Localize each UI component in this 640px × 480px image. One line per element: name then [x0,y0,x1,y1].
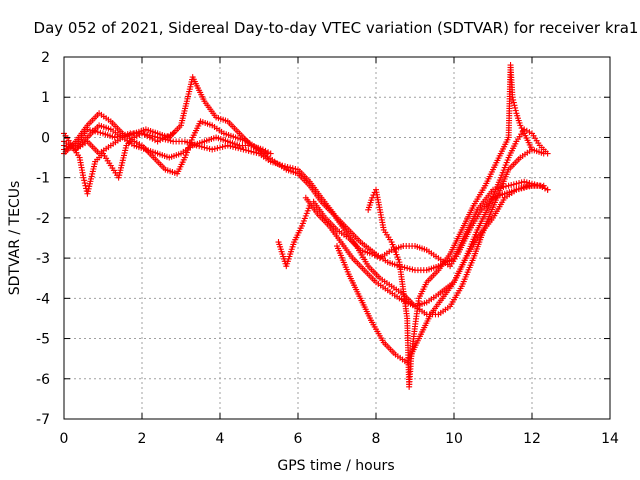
data-point [518,125,525,132]
data-point [369,251,376,258]
data-point [516,180,522,187]
y-axis-label: SDTVAR / TECUs [7,181,23,296]
data-point [509,94,516,101]
data-point [267,150,274,157]
data-point [211,145,218,152]
y-tick-label: -2 [36,211,50,227]
data-point [521,178,528,185]
data-point [209,146,216,153]
data-point [222,143,229,150]
data-point [131,134,138,141]
data-point [248,148,255,155]
data-point [149,135,156,142]
data-point [237,145,244,152]
x-tick-labels: 0 2 4 6 8 10 12 14 [60,431,619,447]
data-point [539,184,546,191]
data-point [133,133,140,140]
data-point [306,202,313,209]
data-point [371,252,378,259]
data-point [235,145,242,152]
data-point [97,129,104,136]
data-point [245,147,252,154]
data-point [529,146,535,153]
data-point [217,144,223,151]
data-point [508,182,515,189]
data-point [81,180,88,187]
data-point [165,133,171,140]
data-point [511,102,518,109]
data-point [510,96,517,103]
data-point [219,143,226,150]
y-tick-label: -3 [36,251,50,267]
data-point [369,194,376,201]
data-point [243,147,249,154]
chart-title: Day 052 of 2021, Sidereal Day-to-day VTE… [34,19,639,37]
data-point [170,130,177,137]
data-point [544,150,551,157]
data-points [61,62,551,390]
x-tick-label: 8 [372,431,381,447]
data-point [517,122,524,129]
x-tick-label: 10 [445,431,463,447]
data-point [518,179,525,186]
data-point [136,131,143,138]
x-tick-label: 12 [523,431,541,447]
axis-ticks [63,56,611,420]
x-tick-label: 2 [138,431,147,447]
data-point [409,266,416,273]
data-point [141,131,148,138]
data-point [206,145,213,152]
data-point [80,174,87,181]
y-tick-label: -7 [36,412,50,428]
data-point [214,145,221,152]
y-tick-label: 0 [41,130,50,146]
data-point [146,134,153,141]
data-point [512,107,519,114]
data-point [536,182,543,189]
y-tick-label: -1 [36,171,50,187]
data-point [404,265,411,272]
plot-frame [63,56,611,420]
data-point [92,128,99,135]
data-point [510,99,517,106]
y-tick-label: -5 [36,332,50,348]
data-point [512,104,519,111]
data-point [250,149,257,156]
data-point [240,146,247,153]
data-point [152,137,158,144]
y-tick-labels: -7 -6 -5 -4 -3 -2 -1 0 1 2 [36,50,50,428]
data-point [167,137,174,144]
data-point [139,130,145,137]
data-point [144,133,151,140]
data-point [284,163,291,170]
data-point [510,181,517,188]
y-tick-label: -6 [36,372,50,388]
data-point [162,134,169,141]
data-point [519,127,526,134]
data-point [513,180,520,187]
data-point [406,265,413,272]
x-axis-label: GPS time / hours [277,458,394,474]
x-tick-label: 4 [216,431,225,447]
data-point [159,135,166,142]
y-tick-label: 1 [41,90,50,106]
y-tick-label: 2 [41,50,50,66]
x-tick-label: 0 [60,431,69,447]
data-point [526,129,533,136]
data-point [82,182,89,189]
data-point [81,177,88,184]
data-point [111,134,118,141]
data-point [544,186,551,193]
data-point [154,138,161,145]
y-tick-label: -4 [36,291,50,307]
x-tick-label: 14 [601,431,619,447]
x-tick-label: 6 [294,431,303,447]
data-point [157,137,164,144]
data-point [505,182,512,189]
data-point [204,145,210,152]
data-point [542,185,548,192]
data-point [201,144,208,151]
data-point [167,131,174,138]
